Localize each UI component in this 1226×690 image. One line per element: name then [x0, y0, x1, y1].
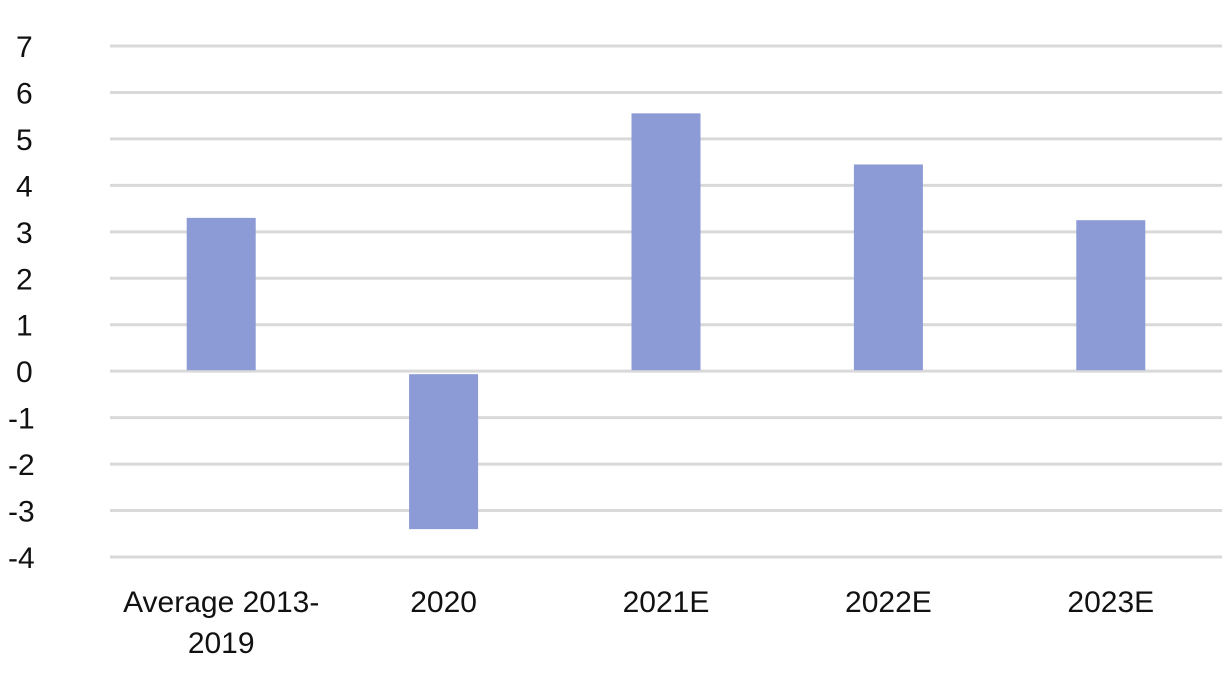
x-category-label: Average 2013-	[123, 586, 319, 619]
y-tick-label: 2	[16, 263, 33, 296]
bar	[631, 113, 701, 371]
y-tick-label: -1	[8, 403, 35, 436]
y-axis-tick-labels: 7 6 5 4 3 2 1 0 -1 -2 -3 -4	[8, 31, 35, 575]
bar	[853, 164, 923, 371]
x-category-label: 2022E	[845, 586, 932, 619]
y-tick-label: -3	[8, 496, 35, 529]
y-tick-label: 1	[16, 310, 33, 343]
y-tick-label: 7	[16, 31, 33, 64]
x-category-label: 2019	[188, 627, 255, 660]
y-tick-label: 0	[16, 356, 33, 389]
y-tick-label: -4	[8, 542, 35, 575]
y-tick-label: 5	[16, 124, 33, 157]
y-tick-label: 3	[16, 217, 33, 250]
bars	[186, 113, 1146, 530]
x-category-label: 2020	[410, 586, 477, 619]
x-category-label: 2021E	[623, 586, 710, 619]
x-axis-category-labels: Average 2013- 2019 2020 2021E 2022E 2023E	[123, 586, 1154, 660]
y-tick-label: 6	[16, 77, 33, 110]
bar	[409, 374, 479, 530]
bar	[186, 217, 256, 371]
x-category-label: 2023E	[1067, 586, 1154, 619]
y-tick-label: -2	[8, 449, 35, 482]
bar	[1076, 220, 1146, 371]
y-tick-label: 4	[16, 170, 33, 203]
